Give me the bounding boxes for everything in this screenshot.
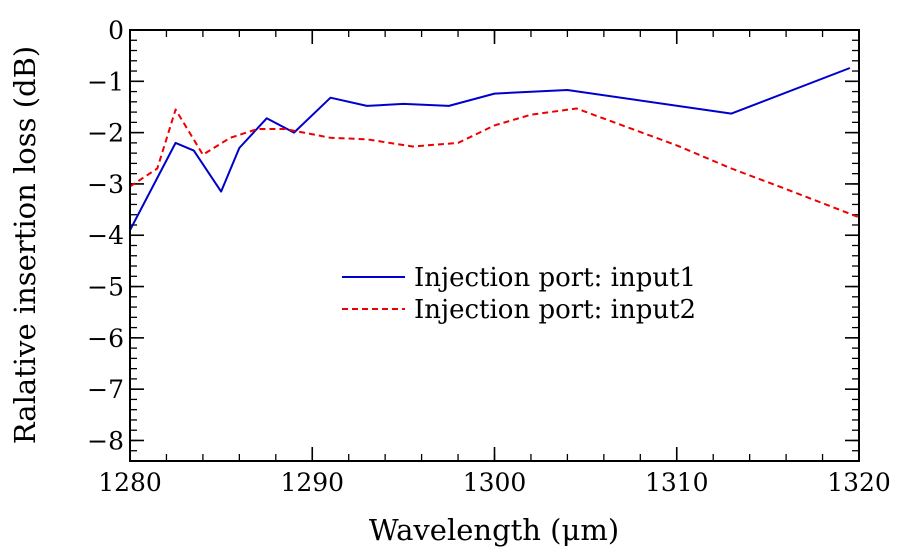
x-tick-label: 1290: [280, 468, 344, 497]
x-tick-label: 1320: [827, 468, 891, 497]
axis-ticks: [129, 29, 860, 462]
x-tick-label: 1280: [98, 468, 162, 497]
y-tick-label: −8: [87, 426, 124, 455]
y-tick-label: −3: [87, 170, 124, 199]
y-tick-label: −4: [87, 221, 124, 250]
legend-label-input2: Injection port: input2: [414, 295, 696, 325]
y-tick-label: −6: [87, 324, 124, 353]
tick-labels: 1280 1290 1300 1310 1320 0 −1 −2 −3 −4 −5 −6 −7 −8: [87, 16, 891, 497]
y-tick-label: −1: [87, 67, 124, 96]
y-tick-label: −2: [87, 119, 124, 148]
legend-label-input1: Injection port: input1: [414, 263, 696, 293]
y-axis-title: Ralative insertion loss (dB): [8, 46, 42, 444]
y-tick-label: −7: [87, 375, 124, 404]
y-tick-label: 0: [108, 16, 124, 45]
series-line-input1: [130, 67, 851, 231]
x-tick-label: 1310: [645, 468, 709, 497]
plot-frame: [129, 29, 860, 462]
legend: Injection port: input1 Injection port: i…: [342, 263, 696, 325]
y-tick-label: −5: [87, 273, 124, 302]
x-axis-title: Wavelength (μm): [369, 513, 619, 547]
series-layer: [130, 67, 859, 231]
series-line-input2: [130, 107, 859, 219]
x-tick-label: 1300: [463, 468, 527, 497]
